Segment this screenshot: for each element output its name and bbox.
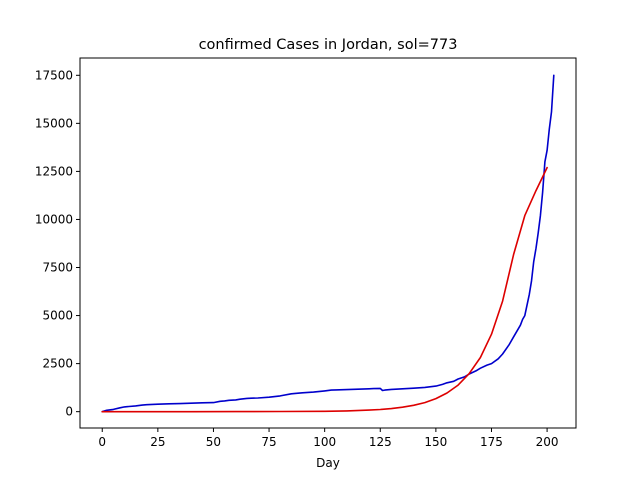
x-tick-label: 25 [150,435,165,449]
y-tick-label: 2500 [42,357,73,371]
series-line-2 [101,166,548,413]
y-tick-label: 15000 [35,116,73,130]
y-tick-label: 12500 [35,164,73,178]
y-axis: 0 2500 5000 7500 10000 12500 15000 17500 [35,68,80,419]
series-layer [101,74,555,413]
y-tick-label: 7500 [42,261,73,275]
x-tick-label: 200 [536,435,559,449]
y-tick-label: 10000 [35,212,73,226]
x-tick-label: 75 [261,435,276,449]
x-axis: 0 25 50 75 100 125 150 175 200 [98,428,559,449]
x-tick-label: 125 [369,435,392,449]
x-tick-label: 100 [313,435,336,449]
x-axis-label: Day [316,456,340,470]
x-tick-label: 150 [424,435,447,449]
series-line-1 [101,74,555,413]
y-tick-label: 0 [65,405,73,419]
x-tick-label: 50 [206,435,221,449]
plot-frame [79,57,577,429]
x-tick-label: 0 [98,435,106,449]
x-tick-label: 175 [480,435,503,449]
chart-title: confirmed Cases in Jordan, sol=773 [199,37,458,53]
y-tick-label: 17500 [35,68,73,82]
y-tick-label: 5000 [42,309,73,323]
